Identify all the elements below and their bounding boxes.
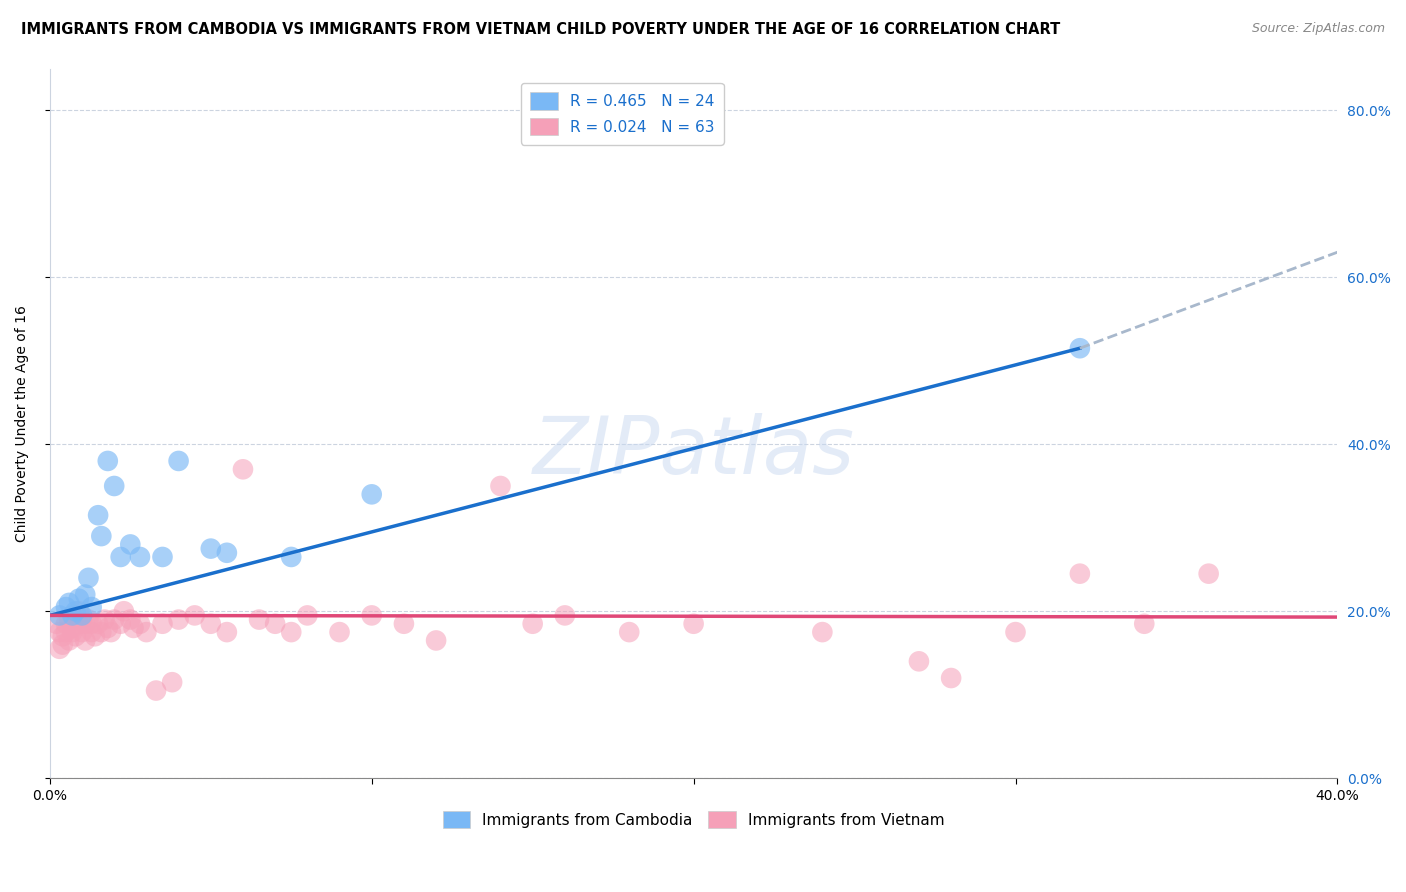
Point — [55, 600, 77, 615]
Point — [1133, 616, 1156, 631]
Point — [152, 616, 174, 631]
Y-axis label: Child Poverty Under the Age of 16: Child Poverty Under the Age of 16 — [15, 305, 30, 541]
Point — [52, 638, 75, 652]
Point — [215, 546, 238, 560]
Point — [264, 616, 287, 631]
Point — [52, 629, 75, 643]
Point — [90, 625, 112, 640]
Point — [100, 625, 122, 640]
Point — [55, 616, 77, 631]
Text: IMMIGRANTS FROM CAMBODIA VS IMMIGRANTS FROM VIETNAM CHILD POVERTY UNDER THE AGE : IMMIGRANTS FROM CAMBODIA VS IMMIGRANTS F… — [21, 22, 1060, 37]
Point — [152, 549, 174, 564]
Point — [60, 621, 83, 635]
Point — [58, 633, 80, 648]
Point — [97, 454, 120, 468]
Point — [80, 625, 103, 640]
Legend: Immigrants from Cambodia, Immigrants from Vietnam: Immigrants from Cambodia, Immigrants fro… — [437, 805, 950, 834]
Point — [80, 616, 103, 631]
Point — [110, 549, 132, 564]
Point — [83, 629, 105, 643]
Point — [48, 625, 70, 640]
Text: ZIPatlas: ZIPatlas — [533, 413, 855, 491]
Point — [80, 600, 103, 615]
Point — [145, 683, 167, 698]
Point — [103, 613, 125, 627]
Point — [425, 633, 447, 648]
Point — [522, 616, 544, 631]
Point — [58, 596, 80, 610]
Text: Source: ZipAtlas.com: Source: ZipAtlas.com — [1251, 22, 1385, 36]
Point — [77, 613, 100, 627]
Point — [129, 616, 152, 631]
Point — [93, 613, 115, 627]
Point — [103, 479, 125, 493]
Point — [682, 616, 704, 631]
Point — [48, 608, 70, 623]
Point — [232, 462, 254, 476]
Point — [247, 613, 270, 627]
Point — [70, 625, 93, 640]
Point — [67, 604, 90, 618]
Point — [75, 633, 97, 648]
Point — [167, 613, 190, 627]
Point — [200, 541, 222, 556]
Point — [120, 537, 142, 551]
Point — [122, 621, 145, 635]
Point — [65, 608, 87, 623]
Point — [328, 625, 350, 640]
Point — [160, 675, 183, 690]
Point — [360, 487, 382, 501]
Point — [939, 671, 962, 685]
Point — [360, 608, 382, 623]
Point — [1069, 566, 1091, 581]
Point — [183, 608, 205, 623]
Point — [65, 629, 87, 643]
Point — [67, 591, 90, 606]
Point — [554, 608, 576, 623]
Point — [97, 621, 120, 635]
Point — [392, 616, 415, 631]
Point — [297, 608, 319, 623]
Point — [1069, 341, 1091, 355]
Point — [908, 654, 931, 668]
Point — [110, 616, 132, 631]
Point — [58, 613, 80, 627]
Point — [200, 616, 222, 631]
Point — [65, 604, 87, 618]
Point — [489, 479, 512, 493]
Point — [811, 625, 834, 640]
Point — [75, 588, 97, 602]
Point — [60, 608, 83, 623]
Point — [215, 625, 238, 640]
Point — [75, 616, 97, 631]
Point — [60, 625, 83, 640]
Point — [55, 625, 77, 640]
Point — [120, 613, 142, 627]
Point — [280, 549, 302, 564]
Point — [129, 549, 152, 564]
Point — [280, 625, 302, 640]
Point — [45, 616, 67, 631]
Point — [70, 608, 93, 623]
Point — [70, 613, 93, 627]
Point — [167, 454, 190, 468]
Point — [112, 604, 135, 618]
Point — [135, 625, 157, 640]
Point — [48, 641, 70, 656]
Point — [1004, 625, 1026, 640]
Point — [77, 571, 100, 585]
Point — [67, 616, 90, 631]
Point — [619, 625, 641, 640]
Point — [87, 508, 110, 523]
Point — [90, 529, 112, 543]
Point — [1198, 566, 1220, 581]
Point — [87, 616, 110, 631]
